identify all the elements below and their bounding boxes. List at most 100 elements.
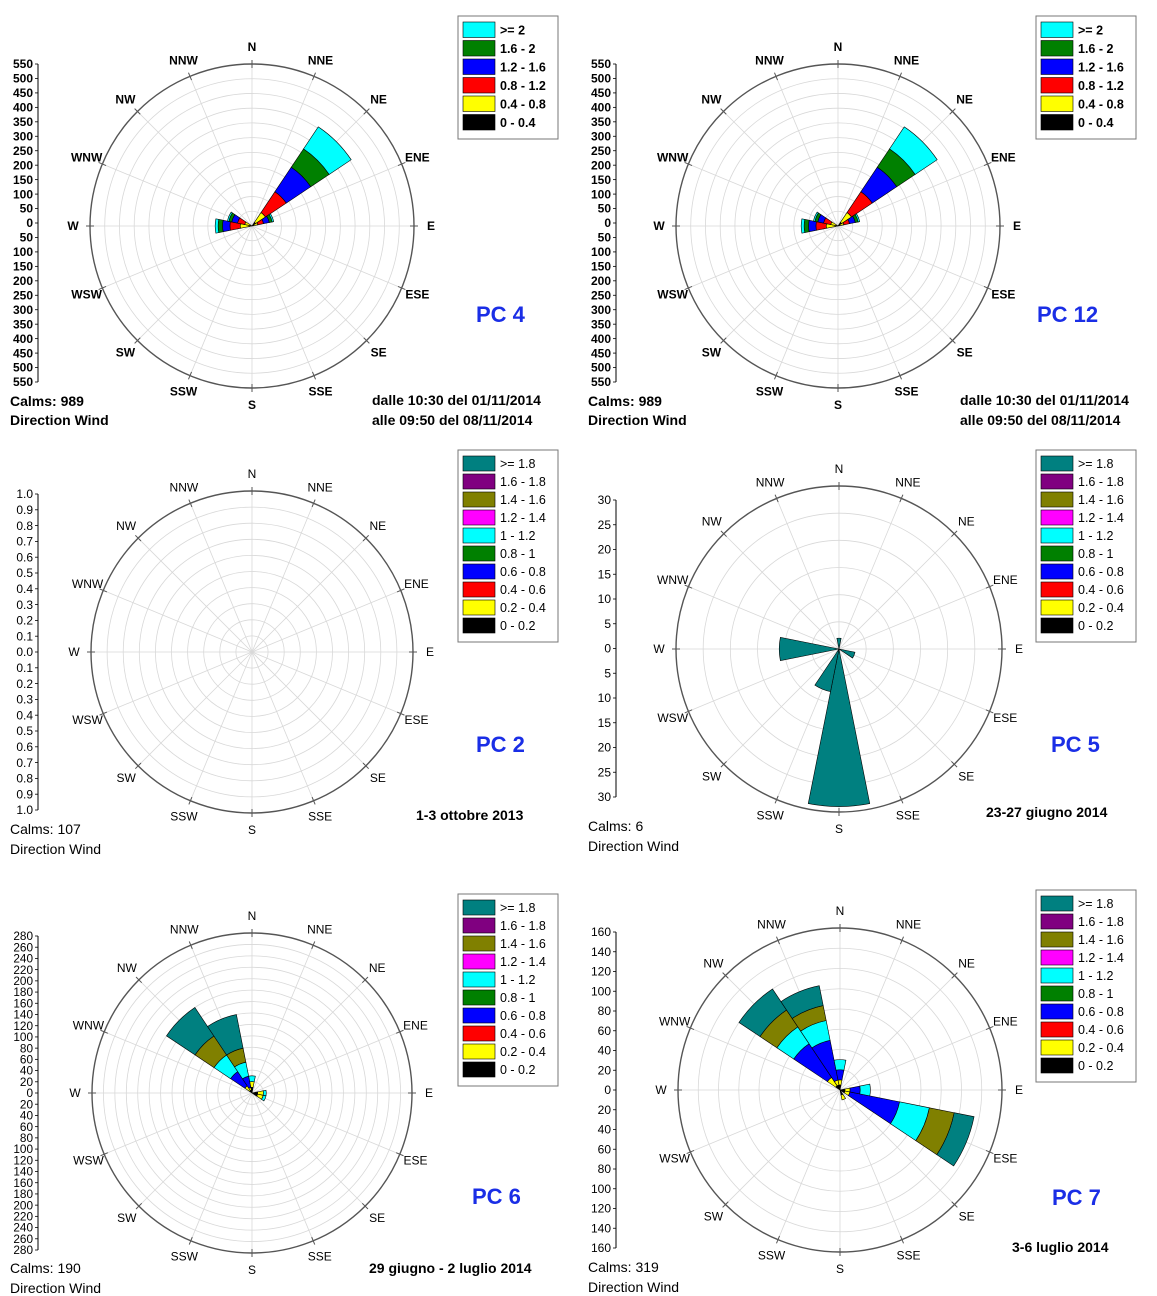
rose-tick [361,1202,369,1210]
axis-tick-label: 120 [591,965,611,979]
compass-label-ene: ENE [404,577,429,591]
legend-swatch [1040,40,1074,57]
rose-tick [899,795,904,804]
rose-tick [361,976,369,984]
rose-tick [720,530,727,537]
axis-tick-label: 80 [20,1132,34,1145]
legend-label: 0.4 - 0.6 [1078,583,1124,597]
rose-tick [98,286,107,290]
compass-label-ne: NE [958,956,975,970]
rose-petal-w-bin4 [803,219,810,233]
compass-label-e: E [1013,219,1021,233]
axis-tick-label: 0.9 [16,787,33,801]
rose-tick [720,108,727,115]
rose-petal-w-bin4 [217,219,224,233]
rose-tick [100,1029,109,1034]
axis-tick-label: 250 [13,288,33,302]
legend-label: 0.6 - 0.8 [500,1009,546,1023]
rose-tick [188,941,193,950]
rose-spoke [777,1089,841,1240]
rose-tick [362,534,370,542]
legend-label: 1.6 - 1.8 [500,475,546,489]
compass-label-nnw: NNW [757,918,786,932]
axis-tick-label: 300 [591,129,611,143]
rose-tick [395,1029,404,1034]
axis-tick-label: 550 [591,57,611,71]
legend-swatch [1040,581,1074,598]
wind-rose-pc7: N NNE NE ENE E ESE SE SSE S SSW SW WSW W WNW NW NNW 160 1… [578,874,1157,1296]
compass-label-w: W [67,219,79,233]
compass-label-sw: SW [702,346,722,360]
compass-label-nne: NNE [307,481,332,495]
axis-tick-label: 60 [20,1121,34,1134]
legend-swatch [462,563,496,580]
rose-petal-ne-bin5 [303,126,352,175]
compass-label-ne: NE [958,515,975,529]
rose-spoke [723,533,840,650]
legend-label: 0 - 0.2 [500,1063,535,1077]
compass-label-sse: SSE [308,809,332,823]
rose-spoke [723,648,840,765]
axis-tick-label: 5 [604,666,611,680]
legend-swatch [1040,913,1074,930]
compass-label-n: N [834,40,843,54]
axis-tick-label: 250 [591,288,611,302]
station-label: PC 5 [1051,732,1100,757]
compass-label-sse: SSE [896,808,920,822]
compass-label-sw: SW [702,769,722,783]
axis-tick-label: 0 [604,642,611,656]
rose-tick [686,1150,695,1154]
rose-tick [396,711,405,716]
compass-label-wnw: WNW [659,1014,691,1028]
compass-label-ssw: SSW [171,1250,199,1264]
legend-label: 1.4 - 1.6 [500,493,546,507]
compass-label-wsw: WSW [657,288,688,302]
compass-label-nw: NW [115,92,136,106]
legend-label: 0.8 - 1 [1078,987,1113,1001]
rose-spoke [688,225,839,289]
direction-wind-label: Direction Wind [10,412,109,428]
legend-label: >= 2 [1078,24,1103,38]
rose-spoke [251,503,314,653]
axis-tick-label: 15 [598,716,612,730]
rose-tick [951,972,958,979]
compass-label-w: W [69,1086,81,1100]
legend-swatch [462,77,496,94]
rose-spoke [725,1089,841,1205]
rose-spoke [251,1092,366,1207]
compass-label-n: N [248,467,257,481]
axis-tick-label: 200 [13,274,33,288]
legend-swatch [1040,58,1074,75]
legend-swatch [1040,545,1074,562]
axis-tick-label: 220 [13,964,33,977]
legend-label: 1 - 1.2 [500,529,535,543]
rose-petals [738,985,975,1167]
axis-tick-label: 0.9 [16,503,33,517]
wind-rose-svg: N NNE NE ENE E ESE SE SSE S SSW SW WSW W WNW NW NNW 160 1… [588,889,1137,1295]
rose-tick [311,941,316,950]
legend-swatch [462,473,496,490]
rose-petal-w-bin3 [808,219,817,233]
rose-tick [985,709,994,714]
rose-tick [311,499,316,508]
compass-label-ne: NE [369,961,386,975]
rose-tick [135,1202,143,1210]
rose-spoke [251,651,367,767]
axis-tick-label: 100 [13,187,33,201]
axis-tick-label: 160 [591,925,611,939]
compass-label-ese: ESE [993,711,1017,725]
axis-tick-label: 140 [591,945,611,959]
legend-label: 0.4 - 0.8 [1078,98,1124,112]
compass-label-s: S [836,1262,844,1276]
compass-label-nnw: NNW [169,54,198,68]
legend-label: 1.4 - 1.6 [1078,933,1124,947]
wind-rose-pc5: N NNE NE ENE E ESE SE SSE S SSW SW WSW W WNW NW NNW 30 25… [578,440,1157,874]
wind-rose-pc2: N NNE NE ENE E ESE SE SSE S SSW SW WSW W WNW NW NNW 1.0 0… [0,440,578,874]
compass-label-wsw: WSW [73,1154,104,1168]
rose-petals [778,636,871,807]
axis-tick-label: 450 [591,86,611,100]
compass-label-nne: NNE [895,476,920,490]
rose-spoke [190,503,253,653]
compass-label-sse: SSE [896,1248,920,1262]
rose-petal-wnw-bin5 [813,211,819,222]
